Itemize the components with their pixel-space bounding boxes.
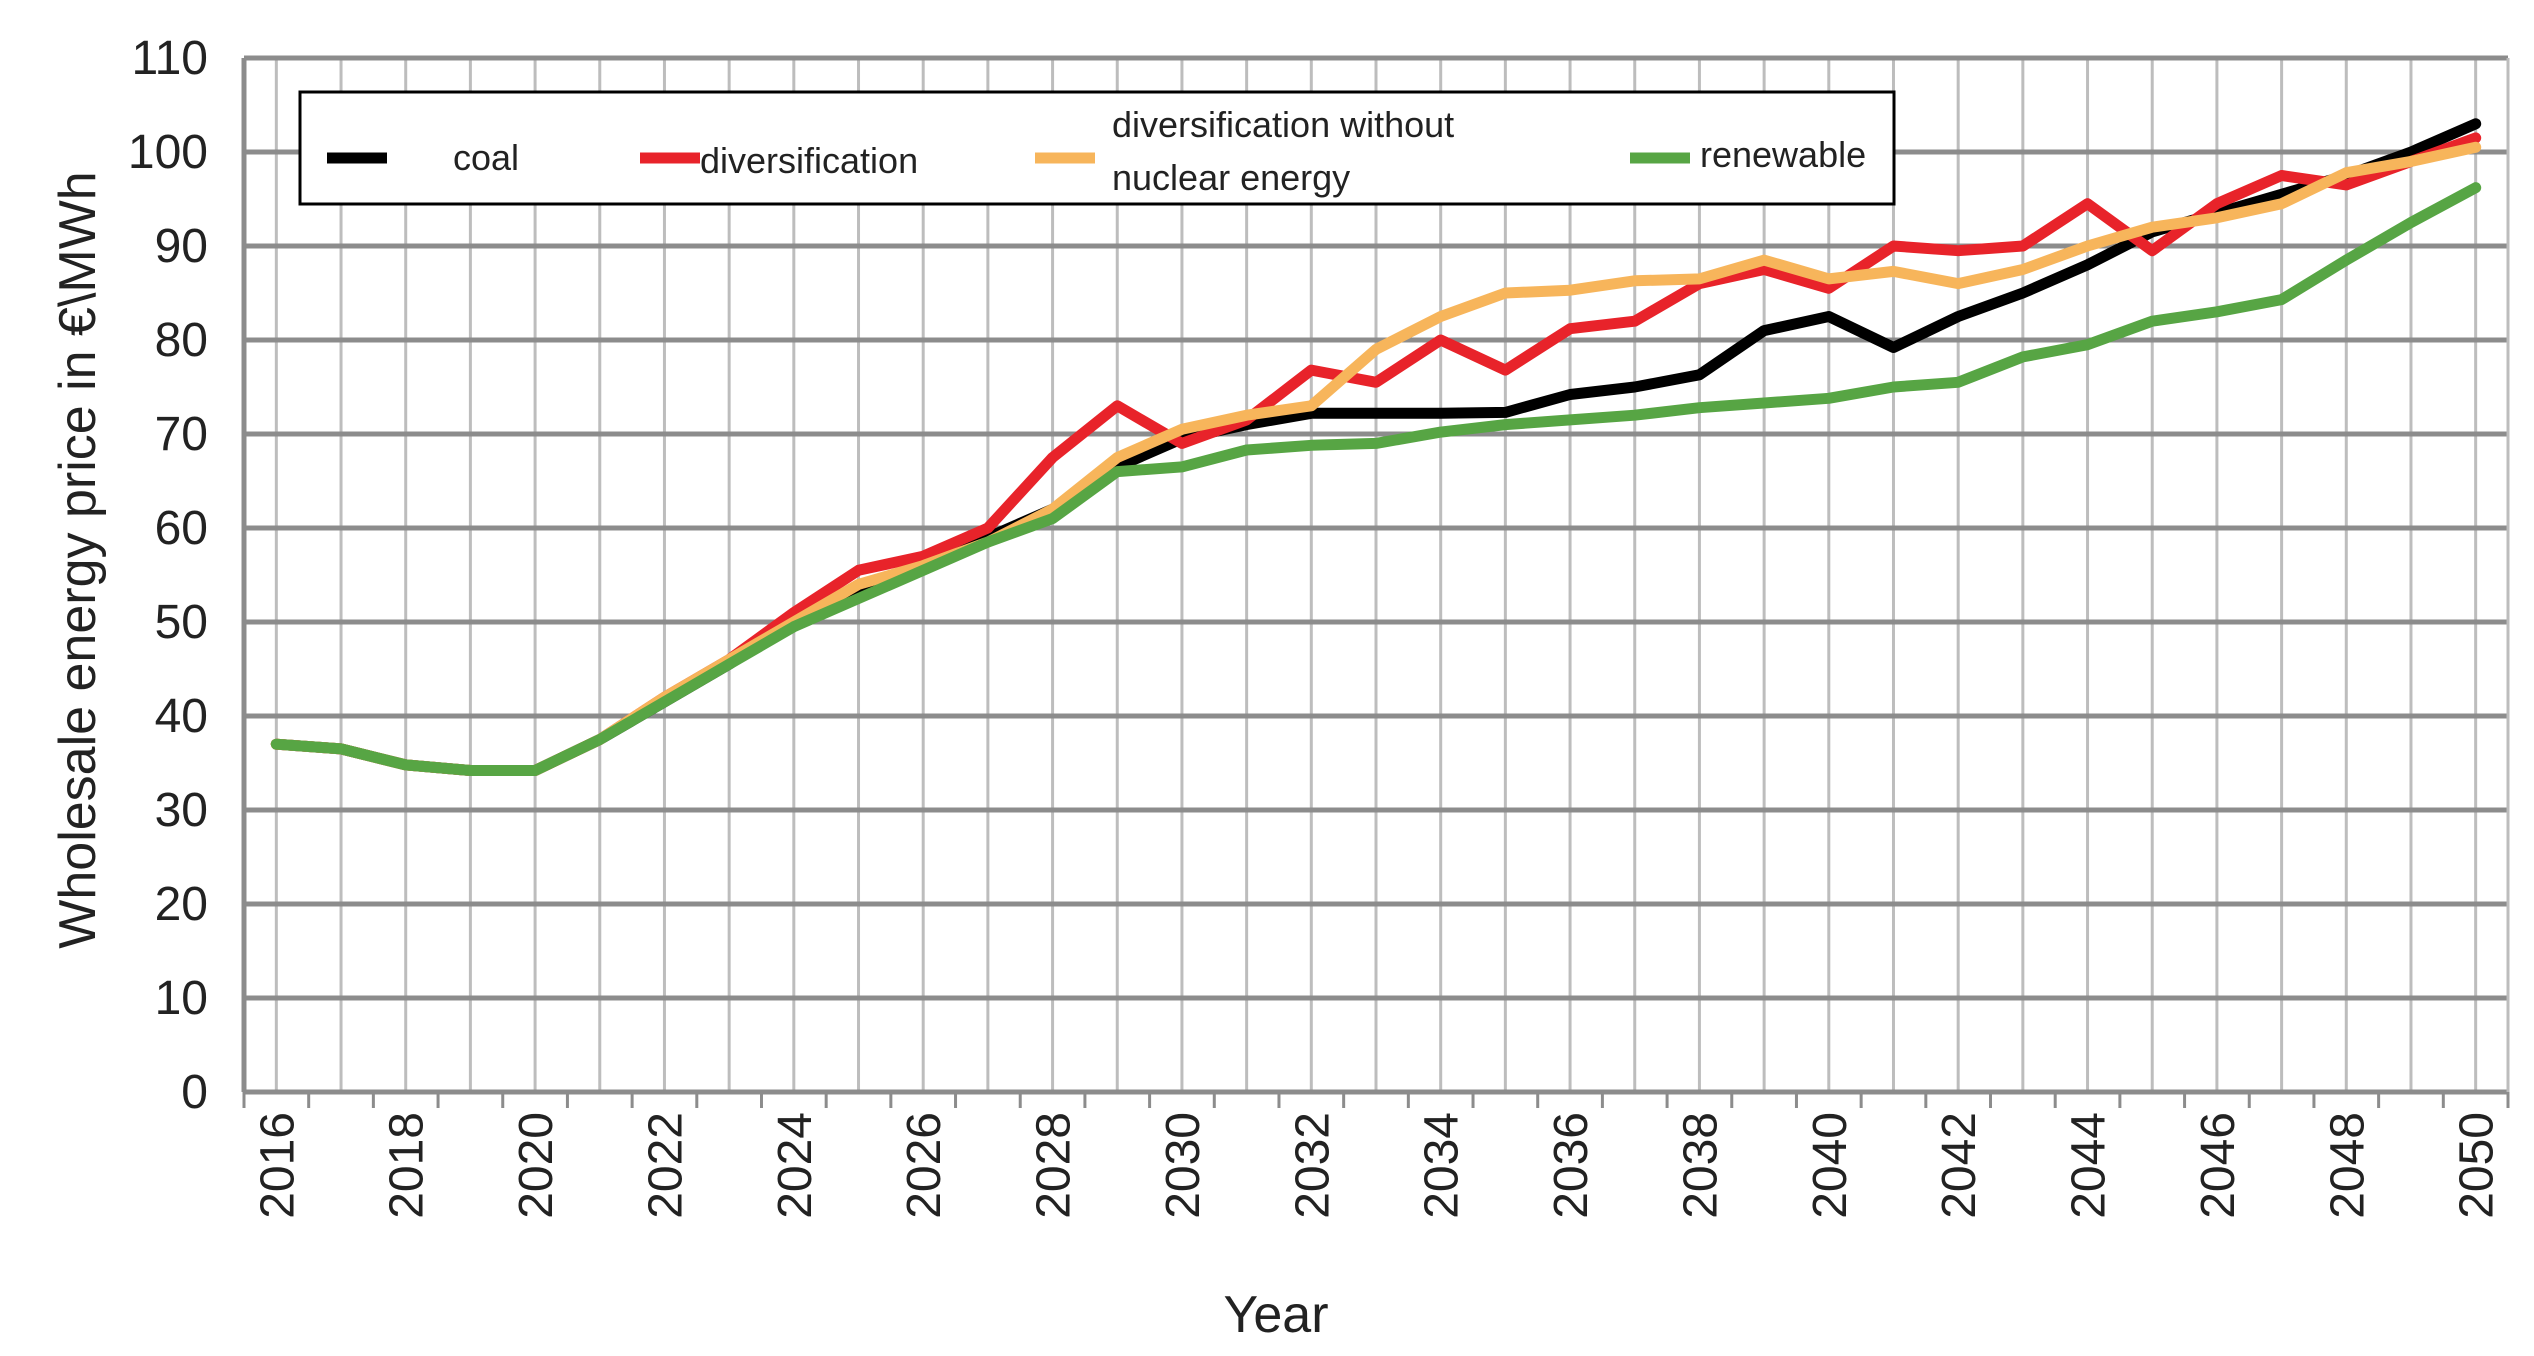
legend-label: diversification without	[1112, 104, 1454, 145]
y-tick-label: 20	[155, 878, 208, 931]
y-tick-label: 100	[128, 126, 208, 179]
y-tick-label: 90	[155, 220, 208, 273]
x-tick-label: 2028	[1028, 1112, 1081, 1219]
chart-legend: coal diversification diversification witho…	[298, 90, 1896, 206]
x-tick-label: 2018	[381, 1112, 434, 1219]
y-tick-label: 40	[155, 690, 208, 743]
y-tick-label: 50	[155, 596, 208, 649]
series-line-renewable	[270, 182, 2482, 776]
legend-label: nuclear energy	[1112, 157, 1350, 198]
x-axis-title: Year	[1223, 1286, 1328, 1344]
x-tick-label: 2026	[898, 1112, 951, 1219]
x-tick-label: 2030	[1157, 1112, 1210, 1219]
y-tick-label: 70	[155, 408, 208, 461]
chart-series	[270, 118, 2482, 776]
legend-label: diversification	[700, 140, 918, 181]
x-tick-label: 2038	[1674, 1112, 1727, 1219]
x-tick-label: 2050	[2451, 1112, 2504, 1219]
y-tick-label: 60	[155, 502, 208, 555]
y-tick-label: 30	[155, 784, 208, 837]
legend-box	[298, 90, 1896, 206]
x-tick-label: 2034	[1416, 1112, 1469, 1219]
x-tick-label: 2044	[2063, 1112, 2116, 1219]
x-tick-label: 2036	[1545, 1112, 1598, 1219]
x-tick-label: 2032	[1286, 1112, 1339, 1219]
x-tick-label: 2020	[510, 1112, 563, 1219]
y-axis-title: Wholesale energy price in €\MWh	[49, 171, 107, 948]
y-tick-label: 0	[181, 1066, 208, 1119]
x-tick-label: 2022	[639, 1112, 692, 1219]
legend-label: renewable	[1700, 134, 1866, 175]
y-tick-label: 110	[131, 32, 208, 85]
legend-label: coal	[453, 137, 519, 178]
y-tick-label: 10	[155, 972, 208, 1025]
x-tick-label: 2024	[769, 1112, 822, 1219]
y-tick-label: 80	[155, 314, 208, 367]
x-tick-label: 2046	[2192, 1112, 2245, 1219]
chart-grid	[244, 55, 2508, 1095]
x-tick-label: 2048	[2321, 1112, 2374, 1219]
x-tick-label: 2042	[1933, 1112, 1986, 1219]
x-tick-label: 2040	[1804, 1112, 1857, 1219]
x-tick-label: 2016	[251, 1112, 304, 1219]
